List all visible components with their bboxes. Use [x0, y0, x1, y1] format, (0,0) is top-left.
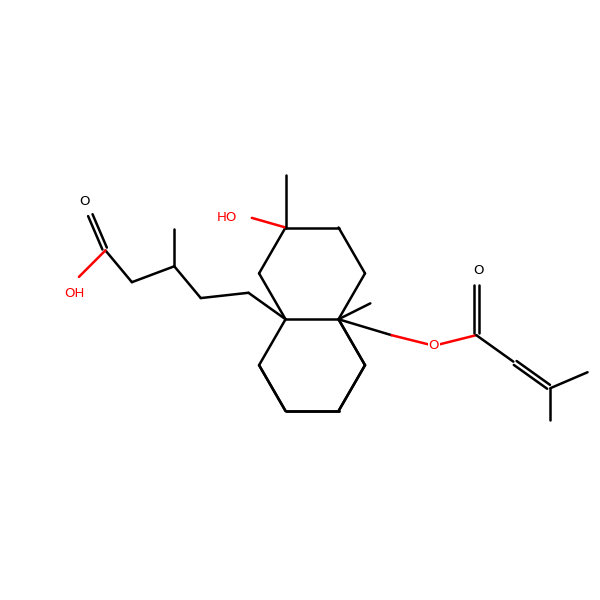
Text: HO: HO — [217, 211, 238, 224]
Text: O: O — [473, 265, 484, 277]
Text: O: O — [79, 196, 90, 208]
Text: OH: OH — [64, 287, 85, 299]
Text: O: O — [428, 339, 439, 352]
